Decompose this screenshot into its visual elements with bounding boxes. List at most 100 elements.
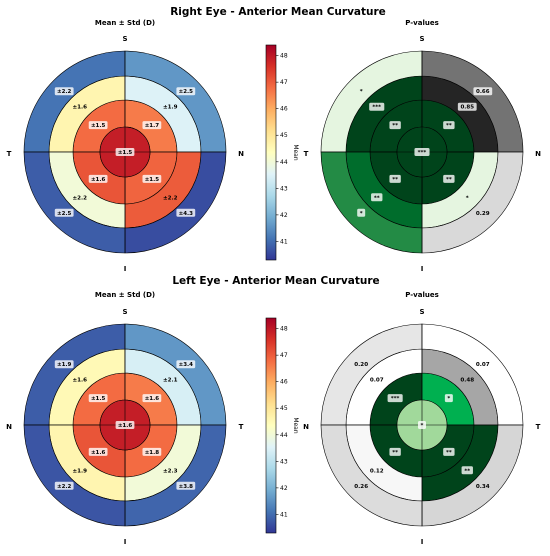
svg-text:***: *** xyxy=(418,150,427,156)
svg-text:***: *** xyxy=(372,105,381,111)
right-eye-mean-map: ±1.5 ±1.7 ±1.5 ±1.6 ±1.6 ±1.9 ±2.2 ±2.2 ±2.2 ±2.5… xyxy=(7,35,244,273)
svg-text:0.07: 0.07 xyxy=(476,362,490,368)
colorbar-tick-label: 47 xyxy=(280,352,288,359)
left-eye-pvalue-map: *** *****0.07 0.48**0.120.20 0.070.340.26*S… xyxy=(303,308,541,546)
orientation-left-label: T xyxy=(304,150,309,158)
svg-text:**: ** xyxy=(374,195,380,201)
ring2-label-s-n: ±1.6 xyxy=(72,378,87,384)
colorbar-tick-label: 44 xyxy=(280,159,288,166)
colorbar-tick-label: 43 xyxy=(280,185,288,192)
svg-text:±2.2: ±2.2 xyxy=(163,195,178,201)
center-label: *** xyxy=(414,148,430,156)
colorbar-gradient xyxy=(265,317,277,534)
orientation-top-label: S xyxy=(122,35,127,43)
right-eye-title: Right Eye - Anterior Mean Curvature xyxy=(170,6,386,18)
ring3-label-s-n: 0.20 xyxy=(354,362,368,368)
ring1-label-s-n: ±1.7 xyxy=(142,121,162,130)
svg-text:**: ** xyxy=(446,177,452,183)
ring1-label-i-n: ** xyxy=(389,447,401,456)
svg-text:±2.1: ±2.1 xyxy=(163,378,178,384)
ring2-label-i-t: ** xyxy=(461,466,473,475)
svg-text:±1.5: ±1.5 xyxy=(91,123,106,129)
ring1-label-i-t: ** xyxy=(443,447,455,456)
left-eye-title: Left Eye - Anterior Mean Curvature xyxy=(172,275,379,287)
ring1-label-s-n: *** xyxy=(387,394,403,403)
svg-text:±2.2: ±2.2 xyxy=(72,195,87,201)
ring1-label-i-n: ±1.6 xyxy=(88,447,108,456)
ring2-label-i-n: ±2.2 xyxy=(163,195,178,201)
svg-text:±3.4: ±3.4 xyxy=(179,362,194,368)
svg-text:0.34: 0.34 xyxy=(476,484,490,490)
svg-text:0.12: 0.12 xyxy=(370,468,384,474)
center-label: ±1.6 xyxy=(115,421,135,429)
left-eye-pvalues-subtitle: P-values xyxy=(405,291,439,299)
ring3-label-s-t: 0.07 xyxy=(476,362,490,368)
ring3-label-s-t: * xyxy=(360,89,363,95)
svg-text:±4.3: ±4.3 xyxy=(179,211,194,217)
ring3-label-i-n: 0.26 xyxy=(354,484,368,490)
svg-text:0.07: 0.07 xyxy=(370,378,384,384)
colorbar-tick-label: 47 xyxy=(280,79,288,86)
svg-text:±1.8: ±1.8 xyxy=(145,450,160,456)
svg-text:±1.6: ±1.6 xyxy=(118,423,133,429)
svg-text:±2.5: ±2.5 xyxy=(179,89,194,95)
svg-text:±1.9: ±1.9 xyxy=(57,362,72,368)
colorbar-tick-label: 44 xyxy=(280,432,288,439)
svg-text:0.66: 0.66 xyxy=(476,89,490,95)
colorbar-tick-label: 41 xyxy=(280,511,288,518)
orientation-left-label: T xyxy=(7,150,12,158)
ring3-label-i-t: ±2.5 xyxy=(54,208,74,217)
ring1-label-i-t: ±1.8 xyxy=(142,447,162,456)
svg-text:±1.7: ±1.7 xyxy=(145,123,160,129)
svg-text:±1.6: ±1.6 xyxy=(91,450,106,456)
left-eye-mean-subtitle: Mean ± Std (D) xyxy=(95,291,155,299)
ring1-label-s-t: * xyxy=(444,394,453,403)
svg-text:0.48: 0.48 xyxy=(460,378,474,384)
ring3-label-s-t: ±3.4 xyxy=(176,360,196,369)
ring2-label-s-t: ±1.6 xyxy=(72,105,87,111)
colorbar-tick-label: 48 xyxy=(280,53,288,60)
left-eye-chart: Left Eye - Anterior Mean Curvature Mean … xyxy=(6,275,541,546)
svg-text:0.29: 0.29 xyxy=(476,211,490,217)
svg-text:*: * xyxy=(447,396,450,402)
svg-text:±2.2: ±2.2 xyxy=(57,484,72,490)
ring2-label-i-t: ±2.2 xyxy=(72,195,87,201)
ring3-label-i-t: * xyxy=(357,208,366,217)
svg-text:±3.8: ±3.8 xyxy=(179,484,194,490)
right-eye-colorbar: 41 42 43 44 45 46 47 48 Mean xyxy=(265,44,299,261)
svg-text:**: ** xyxy=(464,468,470,474)
colorbar-label: Mean xyxy=(292,417,299,434)
colorbar-label: Mean xyxy=(292,144,299,161)
svg-text:0.26: 0.26 xyxy=(354,484,368,490)
colorbar-tick-label: 45 xyxy=(280,405,288,412)
colorbar-tick-label: 42 xyxy=(280,212,288,219)
ring1-label-s-t: ±1.5 xyxy=(88,121,108,130)
ring3-label-i-n: ±2.2 xyxy=(54,481,74,490)
svg-text:±2.2: ±2.2 xyxy=(57,89,72,95)
svg-text:±1.5: ±1.5 xyxy=(118,150,133,156)
ring3-label-i-t: 0.34 xyxy=(476,484,490,490)
ring2-label-s-n: 0.07 xyxy=(370,378,384,384)
ring2-label-s-t: ±2.1 xyxy=(163,378,178,384)
svg-text:*: * xyxy=(466,195,469,201)
ring3-label-s-n: ±1.9 xyxy=(54,360,74,369)
orientation-right-label: T xyxy=(536,423,541,431)
left-eye-mean-map: ±1.5 ±1.6 ±1.8 ±1.6 ±1.6 ±2.1 ±2.3 ±1.9 ±1.9 ±3.4… xyxy=(6,308,244,546)
ring3-label-i-t: ±3.8 xyxy=(176,481,196,490)
orientation-bottom-label: I xyxy=(124,538,127,546)
orientation-bottom-label: I xyxy=(421,538,424,546)
ring3-label-i-n: 0.29 xyxy=(476,211,490,217)
svg-text:±1.9: ±1.9 xyxy=(72,468,87,474)
ring3-label-s-n: 0.66 xyxy=(473,87,493,96)
ring1-label-i-t: ±1.6 xyxy=(88,174,108,183)
colorbar-tick-label: 48 xyxy=(280,326,288,333)
colorbar-tick-label: 45 xyxy=(280,132,288,139)
svg-text:*: * xyxy=(421,423,424,429)
ring2-label-i-n: 0.12 xyxy=(370,468,384,474)
colorbar-tick-label: 41 xyxy=(280,238,288,245)
ring2-label-s-t: 0.48 xyxy=(460,378,474,384)
ring1-label-s-t: ±1.6 xyxy=(142,394,162,403)
ring3-label-i-n: ±4.3 xyxy=(176,208,196,217)
orientation-left-label: N xyxy=(303,423,309,431)
